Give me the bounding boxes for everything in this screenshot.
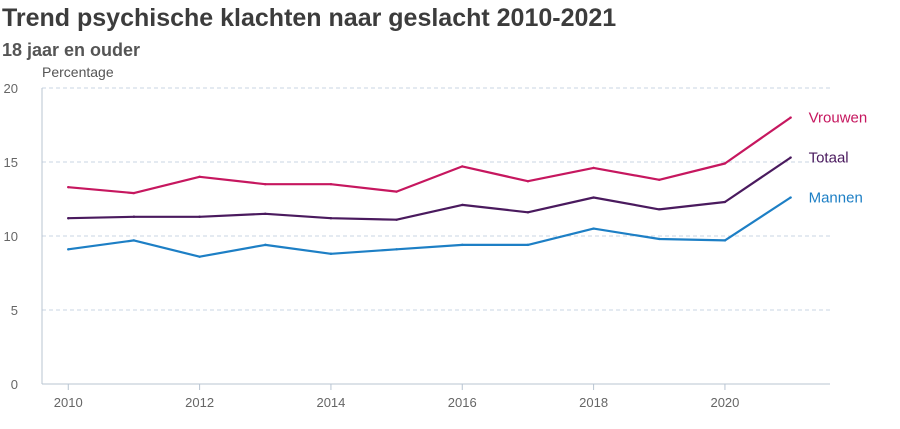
legend-label-mannen: Mannen bbox=[809, 190, 863, 207]
data-point-vrouwen bbox=[723, 162, 727, 165]
y-tick-label: 15 bbox=[4, 155, 18, 170]
series-line-mannen bbox=[67, 196, 792, 258]
data-point-mannen bbox=[723, 239, 727, 242]
data-point-totaal bbox=[67, 217, 70, 220]
x-tick-label: 2020 bbox=[710, 395, 739, 410]
data-point-totaal bbox=[789, 156, 792, 159]
data-point-mannen bbox=[67, 248, 70, 251]
data-point-mannen bbox=[132, 239, 136, 242]
data-point-totaal bbox=[329, 217, 333, 220]
series-layer bbox=[67, 116, 792, 258]
data-point-totaal bbox=[198, 215, 201, 218]
data-point-totaal bbox=[264, 212, 267, 215]
data-point-totaal bbox=[658, 208, 661, 211]
data-point-vrouwen bbox=[658, 178, 661, 181]
data-point-mannen bbox=[264, 243, 267, 247]
data-point-mannen bbox=[526, 243, 530, 247]
legend-label-totaal: Totaal bbox=[809, 150, 849, 167]
data-point-vrouwen bbox=[395, 190, 398, 193]
data-point-mannen bbox=[658, 237, 661, 241]
y-tick-label: 20 bbox=[4, 81, 18, 96]
data-point-mannen bbox=[592, 227, 595, 230]
data-point-mannen bbox=[329, 252, 333, 255]
data-point-vrouwen bbox=[132, 191, 136, 195]
data-point-vrouwen bbox=[592, 166, 595, 170]
y-tick-label: 10 bbox=[4, 229, 18, 244]
data-point-totaal bbox=[132, 215, 136, 218]
series-line-vrouwen bbox=[67, 116, 792, 195]
data-point-vrouwen bbox=[329, 183, 333, 186]
legend-layer: Vrouwen Totaal Mannen bbox=[809, 110, 868, 207]
x-tick-label: 2014 bbox=[316, 395, 345, 410]
grid-layer bbox=[42, 87, 830, 311]
chart-subtitle: 18 jaar en ouder bbox=[2, 40, 141, 60]
data-point-vrouwen bbox=[67, 185, 70, 189]
data-point-mannen bbox=[461, 243, 464, 247]
data-point-mannen bbox=[395, 248, 398, 251]
data-point-totaal bbox=[461, 203, 464, 207]
data-point-vrouwen bbox=[461, 165, 464, 168]
chart-title: Trend psychische klachten naar geslacht … bbox=[2, 4, 617, 32]
data-point-vrouwen bbox=[264, 183, 267, 186]
x-tick-label: 2018 bbox=[579, 395, 608, 410]
data-point-mannen bbox=[789, 196, 792, 199]
data-point-totaal bbox=[395, 218, 398, 221]
y-tick-label: 0 bbox=[11, 377, 18, 392]
y-tick-label: 5 bbox=[11, 303, 18, 318]
data-point-mannen bbox=[198, 255, 201, 258]
x-tick-label: 2012 bbox=[185, 395, 214, 410]
x-tick-label: 2016 bbox=[448, 395, 477, 410]
data-point-vrouwen bbox=[526, 180, 530, 183]
x-tick-label: 2010 bbox=[54, 395, 83, 410]
data-point-vrouwen bbox=[789, 116, 792, 119]
data-point-totaal bbox=[723, 200, 727, 204]
data-point-totaal bbox=[592, 196, 595, 199]
data-point-vrouwen bbox=[198, 175, 201, 178]
legend-label-vrouwen: Vrouwen bbox=[809, 110, 868, 127]
axis-layer: 0 5 10 15 20 2010 2012 2014 2016 2018 2020 bbox=[4, 81, 830, 410]
y-axis-label: Percentage bbox=[42, 64, 114, 80]
series-line-totaal bbox=[67, 156, 792, 221]
data-point-totaal bbox=[526, 211, 530, 214]
